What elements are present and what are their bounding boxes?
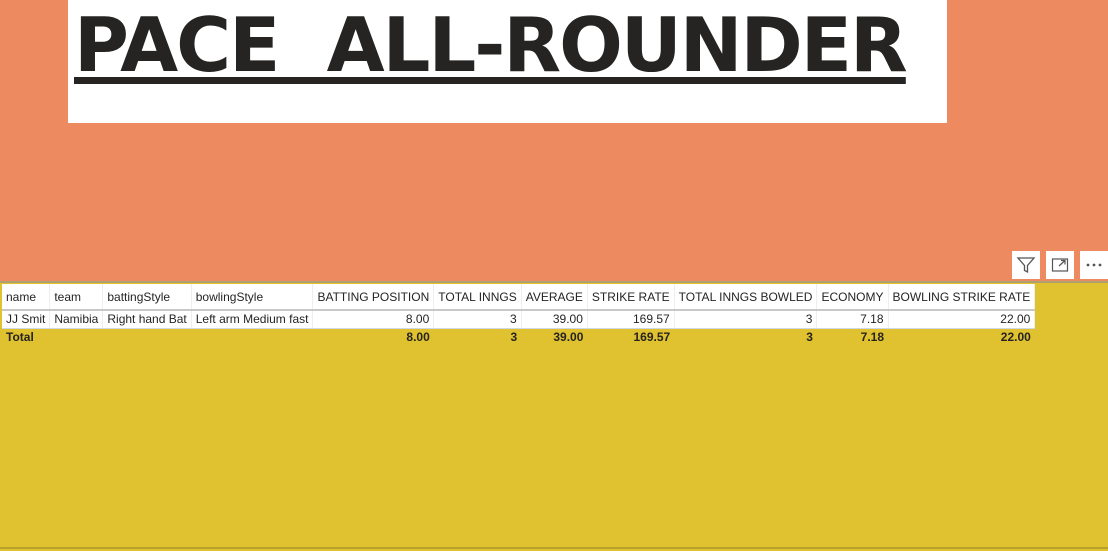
total-team: [50, 328, 103, 346]
cell-total-inngs: 3: [433, 309, 522, 329]
total-total-inngs: 3: [510, 330, 518, 345]
column-header-strike-rate[interactable]: STRIKE RATE: [587, 284, 675, 311]
divider-bottom: [0, 547, 1108, 549]
more-options-button[interactable]: [1080, 251, 1108, 279]
column-header-total-inngs-bowled[interactable]: TOTAL INNGS BOWLED: [674, 284, 818, 311]
column-header-economy[interactable]: ECONOMY: [816, 284, 889, 311]
column-header-name[interactable]: name: [2, 284, 51, 311]
player-stats-table[interactable]: name team battingStyle bowlingStyle BATT…: [2, 284, 1036, 346]
cell-bowling-strike-rate: 22.00: [888, 309, 1036, 329]
title-textbox: PACE ALL-ROUNDER: [68, 0, 947, 123]
column-header-bowling-style[interactable]: bowlingStyle: [191, 284, 314, 311]
column-header-bowling-strike-rate[interactable]: BOWLING STRIKE RATE: [888, 284, 1036, 311]
cell-total-inngs-bowled: 3: [674, 309, 818, 329]
filter-icon: [1016, 257, 1036, 274]
divider: [0, 281, 1108, 283]
cell-name: JJ Smit: [2, 309, 51, 329]
total-row: Total 8.00 3 39.00 169.57 3 7.18 22.00: [2, 328, 1035, 346]
total-total-inngs-bowled: 3: [806, 330, 813, 345]
cell-batting-position: 8.00: [312, 309, 435, 329]
total-bowling-style: [191, 328, 313, 346]
column-header-team[interactable]: team: [49, 284, 104, 311]
total-average: 39.00: [553, 330, 584, 345]
focus-mode-icon: [1051, 258, 1069, 272]
cell-bowling-style: Left arm Medium fast: [191, 309, 314, 329]
cell-team: Namibia: [49, 309, 104, 329]
more-options-icon: [1086, 263, 1102, 267]
column-header-batting-position[interactable]: BATTING POSITION: [312, 284, 435, 311]
total-batting-position: 8.00: [406, 330, 430, 345]
column-header-average[interactable]: AVERAGE: [521, 284, 588, 311]
table-header-row: name team battingStyle bowlingStyle BATT…: [2, 284, 1036, 311]
focus-mode-button[interactable]: [1046, 251, 1074, 279]
total-strike-rate: 169.57: [633, 330, 671, 345]
table-row[interactable]: JJ Smit Namibia Right hand Bat Left arm …: [2, 309, 1036, 329]
total-economy: 7.18: [860, 330, 884, 345]
cell-batting-style: Right hand Bat: [102, 309, 192, 329]
page-title: PACE ALL-ROUNDER: [74, 1, 908, 89]
cell-strike-rate: 169.57: [587, 309, 675, 329]
cell-economy: 7.18: [816, 309, 889, 329]
filter-button[interactable]: [1012, 251, 1040, 279]
total-batting-style: [103, 328, 191, 346]
total-label: Total: [6, 330, 34, 345]
cell-average: 39.00: [521, 309, 588, 329]
column-header-total-inngs[interactable]: TOTAL INNGS: [433, 284, 522, 311]
column-header-batting-style[interactable]: battingStyle: [102, 284, 192, 311]
total-bowling-strike-rate: 22.00: [1000, 330, 1031, 345]
visual-header: [1012, 251, 1108, 279]
